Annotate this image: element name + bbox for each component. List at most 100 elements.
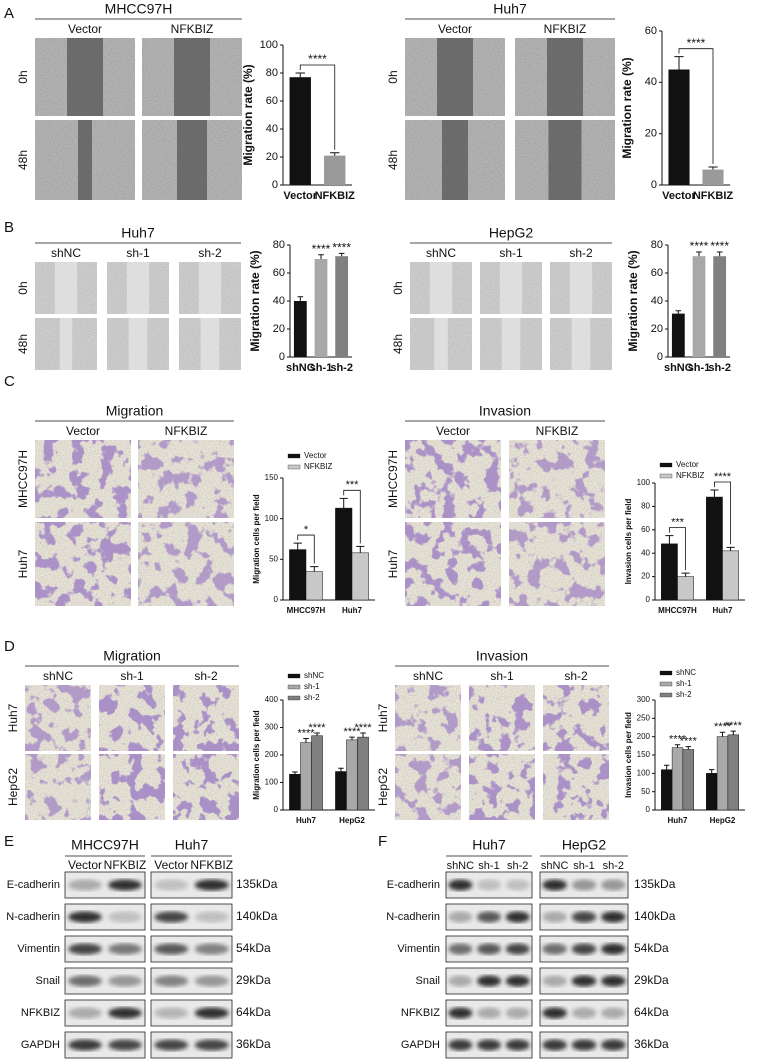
error-bar xyxy=(709,769,715,774)
bar xyxy=(289,77,311,185)
legend-swatch xyxy=(659,670,673,676)
group-title: Huh7 xyxy=(121,225,155,241)
micrograph-grain xyxy=(138,522,234,606)
micrograph-grain xyxy=(173,754,239,820)
blot-band xyxy=(505,975,530,987)
group-title: Migration xyxy=(103,648,161,664)
micrograph-grain xyxy=(35,522,131,606)
significance-label: * xyxy=(304,524,309,536)
y-tick-label: 60 xyxy=(273,267,285,279)
y-tick-label: 60 xyxy=(266,95,278,107)
blot-band xyxy=(68,943,102,955)
y-tick-label: 20 xyxy=(641,572,650,581)
group-title: HepG2 xyxy=(489,225,534,241)
legend-swatch xyxy=(287,453,301,459)
column-label: shNC xyxy=(541,860,569,872)
bar xyxy=(706,773,718,811)
significance-bracket xyxy=(678,48,714,165)
column-label: NFKBIZ xyxy=(536,424,579,438)
bar xyxy=(661,769,673,811)
group-title: Invasion xyxy=(476,648,528,664)
wound-gap xyxy=(501,318,521,370)
bar xyxy=(722,550,739,601)
row-label: Huh7 xyxy=(6,703,20,732)
blot-band xyxy=(68,911,102,923)
size-label: 140kDa xyxy=(634,909,676,923)
error-bar xyxy=(730,730,736,735)
x-tick-label: shNC xyxy=(664,362,693,374)
panel-letter: E xyxy=(4,833,14,850)
y-axis-label: Migration rate (%) xyxy=(241,64,255,165)
legend-label: Vector xyxy=(676,460,699,469)
micrograph-grain xyxy=(99,685,165,751)
blot-band xyxy=(542,879,567,891)
panel-letter: F xyxy=(378,833,387,850)
significance-label: *** xyxy=(671,517,685,529)
column-label: sh-2 xyxy=(603,860,624,872)
y-tick-label: 300 xyxy=(637,695,651,704)
wound-gap xyxy=(59,318,73,370)
blot-band xyxy=(108,1039,142,1051)
column-label: Vector xyxy=(436,424,470,438)
error-bar xyxy=(674,744,681,748)
x-tick-label: sh-2 xyxy=(330,362,353,374)
y-tick-label: 200 xyxy=(637,732,651,741)
y-tick-label: 20 xyxy=(266,151,278,163)
row-label: 0h xyxy=(16,281,30,294)
bar xyxy=(668,69,690,185)
x-tick-label: Vector xyxy=(662,190,696,202)
blot-band xyxy=(505,1039,530,1051)
group-title: Invasion xyxy=(479,403,531,419)
size-label: 54kDa xyxy=(236,941,271,955)
x-tick-label: sh-2 xyxy=(708,362,731,374)
y-tick-label: 20 xyxy=(645,128,657,140)
bar xyxy=(702,169,724,185)
significance-label: **** xyxy=(308,52,327,66)
legend-label: NFKBIZ xyxy=(304,462,333,471)
blot-band xyxy=(542,975,567,987)
error-bar xyxy=(297,296,304,301)
significance-label: **** xyxy=(714,471,732,483)
column-label: sh-1 xyxy=(478,860,499,872)
micrograph-grain xyxy=(395,685,461,751)
row-label: HepG2 xyxy=(6,768,20,806)
blot-band xyxy=(154,879,189,891)
blot-band xyxy=(505,1007,530,1019)
significance-label: **** xyxy=(308,722,326,734)
micrograph-grain xyxy=(173,685,239,751)
wound-gap xyxy=(177,120,207,200)
y-tick-label: 0 xyxy=(272,179,278,191)
x-tick-label: sh-1 xyxy=(688,362,711,374)
blot-band xyxy=(194,943,229,955)
y-tick-label: 0 xyxy=(657,351,663,363)
blot-band xyxy=(108,879,142,891)
y-tick-label: 40 xyxy=(273,295,285,307)
blot-band xyxy=(601,1007,626,1019)
row-label: 0h xyxy=(391,281,405,294)
wound-gap xyxy=(548,120,582,200)
legend-swatch xyxy=(659,462,673,468)
legend-swatch xyxy=(659,681,673,687)
blot-band xyxy=(476,1039,502,1051)
bar xyxy=(357,736,369,811)
wound-gap xyxy=(78,120,92,200)
bar xyxy=(351,552,369,601)
legend-swatch xyxy=(659,692,673,698)
legend-label: Vector xyxy=(304,451,327,460)
significance-bracket xyxy=(669,527,686,571)
wound-gap xyxy=(174,38,210,116)
protein-label: GAPDH xyxy=(21,1039,60,1051)
protein-label: N-cadherin xyxy=(6,911,60,923)
size-label: 29kDa xyxy=(634,973,669,987)
y-axis-label: Migration cells per field xyxy=(252,710,261,799)
blot-band xyxy=(476,911,502,923)
y-tick-label: 40 xyxy=(641,548,650,557)
wound-gap xyxy=(126,262,150,314)
blot-band xyxy=(194,975,229,987)
blot-band xyxy=(571,879,597,891)
legend-swatch xyxy=(287,464,301,470)
blot-band xyxy=(542,1039,567,1051)
error-bar xyxy=(696,251,702,257)
y-tick-label: 40 xyxy=(651,295,663,307)
wound-gap xyxy=(128,318,148,370)
